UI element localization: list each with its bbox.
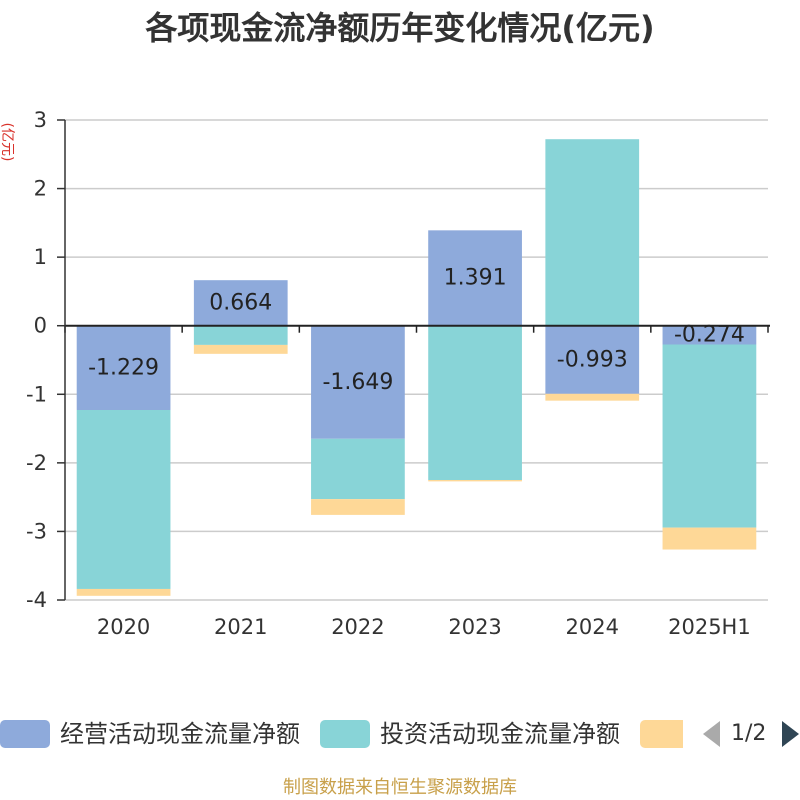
labels: 3 2 1 0 -1 -2 -3 -4 -1.229 0.664 -1.649 1.391 -0.993… — [0, 108, 751, 639]
data-label: -1.649 — [322, 370, 393, 395]
x-tick-label: 2023 — [448, 615, 501, 639]
legend-label: 经营活动现金流量净额 — [60, 720, 300, 748]
legend-item-investing[interactable]: 投资活动现金流量净额 — [320, 720, 630, 748]
x-tick-label: 2022 — [331, 615, 384, 639]
grid-lines — [65, 119, 768, 601]
bars — [76, 139, 757, 596]
legend-item-operating[interactable]: 经营活动现金流量净额 — [0, 720, 310, 748]
bar-segment — [662, 344, 757, 528]
x-tick-label: 2021 — [214, 615, 267, 639]
data-label: 1.391 — [444, 266, 507, 291]
bar-segment — [428, 230, 522, 326]
legend-swatch — [640, 720, 683, 748]
data-label: -0.993 — [557, 347, 628, 372]
chart-title: 各项现金流净额历年变化情况(亿元) — [145, 9, 655, 47]
y-tick-label: 0 — [34, 314, 47, 338]
data-label: 0.664 — [209, 290, 272, 315]
chevron-right-icon[interactable] — [782, 721, 799, 747]
bar-segment — [193, 325, 288, 345]
legend-swatch — [320, 720, 370, 748]
bar-segment — [193, 344, 288, 354]
bar-segment — [545, 325, 640, 394]
bar-segment — [311, 499, 405, 515]
data-source-note: 制图数据来自恒生聚源数据库 — [283, 777, 517, 798]
legend: 经营活动现金流量净额 投资活动现金流量净额 — [0, 720, 683, 748]
bar-segment — [193, 280, 288, 326]
y-tick-label: -3 — [26, 519, 47, 543]
axes — [57, 119, 770, 601]
y-tick-label: 1 — [34, 245, 47, 269]
legend-page-indicator: 1/2 — [731, 721, 767, 746]
chevron-left-icon[interactable] — [703, 721, 720, 747]
bar-segment — [428, 480, 522, 482]
bar-segment — [662, 325, 757, 345]
y-tick-label: 2 — [34, 177, 47, 201]
bar-segment — [311, 438, 405, 500]
bar-segment — [545, 139, 640, 326]
x-tick-label: 2024 — [566, 615, 619, 639]
data-label: -1.229 — [88, 355, 159, 380]
bar-segment — [545, 393, 640, 401]
bar-segment — [662, 527, 757, 550]
bar-segment — [76, 409, 171, 589]
y-axis-title: (亿元) — [0, 123, 15, 162]
x-tick-label: 2020 — [97, 615, 150, 639]
y-tick-label: -4 — [26, 588, 47, 612]
y-tick-label: -2 — [26, 451, 47, 475]
x-tick-label: 2025H1 — [668, 615, 751, 639]
bar-segment — [76, 588, 171, 596]
bar-segment — [428, 325, 522, 480]
legend-item-third-series[interactable] — [640, 720, 683, 748]
bar-segment — [76, 325, 171, 410]
legend-label: 投资活动现金流量净额 — [380, 720, 620, 748]
legend-swatch — [0, 720, 50, 748]
y-tick-label: -1 — [26, 382, 47, 406]
data-label: -0.274 — [674, 323, 745, 348]
y-tick-label: 3 — [34, 108, 47, 132]
bar-segment — [311, 325, 405, 439]
